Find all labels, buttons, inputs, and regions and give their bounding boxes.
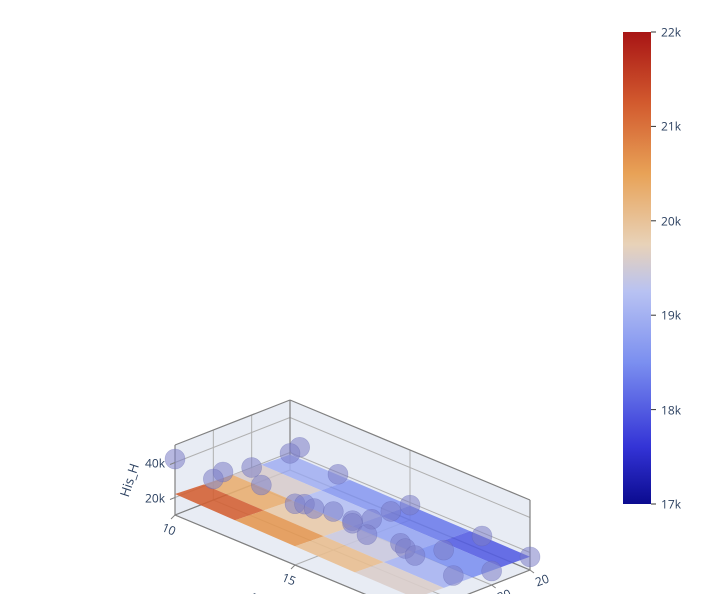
colorbar-tick-label: 20k: [661, 212, 681, 229]
z-tick-label: 40k: [145, 454, 165, 471]
colorbar-tick-label: 22k: [661, 24, 681, 41]
colorbar-tick-label: 18k: [661, 401, 681, 418]
colorbar[interactable]: [623, 30, 711, 510]
colorbar-tick-label: 17k: [661, 496, 681, 513]
colorbar-tick-label: 19k: [661, 307, 681, 324]
colorbar-tick-label: 21k: [661, 118, 681, 135]
z-tick-label: 20k: [145, 489, 165, 506]
scene-3d[interactable]: [0, 0, 718, 594]
chart-container: 20k40kHis_H101520Rxn_time20304050Tempera…: [0, 0, 718, 594]
colorbar-gradient: [623, 30, 711, 506]
